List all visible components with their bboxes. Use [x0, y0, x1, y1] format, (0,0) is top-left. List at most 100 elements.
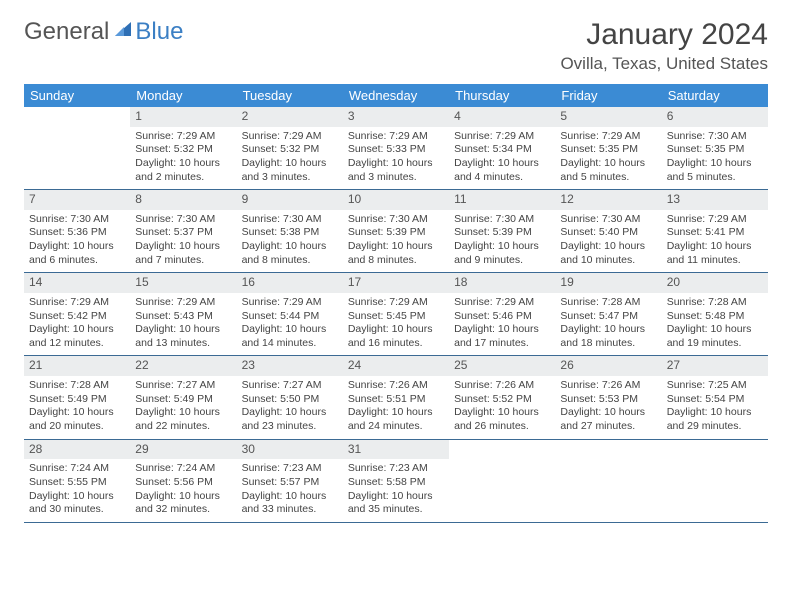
sunset-text: Sunset: 5:40 PM [560, 226, 656, 240]
sunset-text: Sunset: 5:49 PM [135, 393, 231, 407]
day-content: Sunrise: 7:24 AMSunset: 5:55 PMDaylight:… [24, 459, 130, 522]
daylight-text: Daylight: 10 hours and 23 minutes. [242, 406, 338, 433]
day-number: 19 [555, 273, 661, 293]
daylight-text: Daylight: 10 hours and 8 minutes. [242, 240, 338, 267]
day-cell [449, 440, 555, 522]
sunset-text: Sunset: 5:43 PM [135, 310, 231, 324]
day-cell: 13Sunrise: 7:29 AMSunset: 5:41 PMDayligh… [662, 190, 768, 272]
daylight-text: Daylight: 10 hours and 13 minutes. [135, 323, 231, 350]
logo-text-general: General [24, 18, 109, 46]
day-number: 26 [555, 356, 661, 376]
day-cell: 25Sunrise: 7:26 AMSunset: 5:52 PMDayligh… [449, 356, 555, 438]
day-cell: 21Sunrise: 7:28 AMSunset: 5:49 PMDayligh… [24, 356, 130, 438]
day-cell: 16Sunrise: 7:29 AMSunset: 5:44 PMDayligh… [237, 273, 343, 355]
daylight-text: Daylight: 10 hours and 9 minutes. [454, 240, 550, 267]
day-content: Sunrise: 7:28 AMSunset: 5:47 PMDaylight:… [555, 293, 661, 356]
daylight-text: Daylight: 10 hours and 19 minutes. [667, 323, 763, 350]
day-cell: 27Sunrise: 7:25 AMSunset: 5:54 PMDayligh… [662, 356, 768, 438]
day-cell: 14Sunrise: 7:29 AMSunset: 5:42 PMDayligh… [24, 273, 130, 355]
daylight-text: Daylight: 10 hours and 29 minutes. [667, 406, 763, 433]
day-cell: 23Sunrise: 7:27 AMSunset: 5:50 PMDayligh… [237, 356, 343, 438]
day-cell [24, 107, 130, 189]
daylight-text: Daylight: 10 hours and 12 minutes. [29, 323, 125, 350]
sunrise-text: Sunrise: 7:27 AM [242, 379, 338, 393]
sunset-text: Sunset: 5:34 PM [454, 143, 550, 157]
daylight-text: Daylight: 10 hours and 7 minutes. [135, 240, 231, 267]
day-content: Sunrise: 7:23 AMSunset: 5:57 PMDaylight:… [237, 459, 343, 522]
sunrise-text: Sunrise: 7:30 AM [135, 213, 231, 227]
header: General Blue January 2024 Ovilla, Texas,… [24, 18, 768, 74]
day-number: 25 [449, 356, 555, 376]
sunset-text: Sunset: 5:45 PM [348, 310, 444, 324]
sunrise-text: Sunrise: 7:24 AM [135, 462, 231, 476]
day-cell: 17Sunrise: 7:29 AMSunset: 5:45 PMDayligh… [343, 273, 449, 355]
daylight-text: Daylight: 10 hours and 3 minutes. [242, 157, 338, 184]
day-cell: 26Sunrise: 7:26 AMSunset: 5:53 PMDayligh… [555, 356, 661, 438]
sunrise-text: Sunrise: 7:29 AM [454, 130, 550, 144]
sunset-text: Sunset: 5:54 PM [667, 393, 763, 407]
day-content: Sunrise: 7:26 AMSunset: 5:51 PMDaylight:… [343, 376, 449, 439]
daylight-text: Daylight: 10 hours and 11 minutes. [667, 240, 763, 267]
logo: General Blue [24, 18, 183, 46]
sunrise-text: Sunrise: 7:29 AM [454, 296, 550, 310]
sunset-text: Sunset: 5:32 PM [135, 143, 231, 157]
day-number: 10 [343, 190, 449, 210]
day-cell: 24Sunrise: 7:26 AMSunset: 5:51 PMDayligh… [343, 356, 449, 438]
day-number: 14 [24, 273, 130, 293]
day-cell: 6Sunrise: 7:30 AMSunset: 5:35 PMDaylight… [662, 107, 768, 189]
sunset-text: Sunset: 5:46 PM [454, 310, 550, 324]
sunrise-text: Sunrise: 7:25 AM [667, 379, 763, 393]
day-header: Saturday [662, 84, 768, 107]
sunrise-text: Sunrise: 7:30 AM [348, 213, 444, 227]
sunrise-text: Sunrise: 7:30 AM [454, 213, 550, 227]
day-cell: 5Sunrise: 7:29 AMSunset: 5:35 PMDaylight… [555, 107, 661, 189]
day-cell: 29Sunrise: 7:24 AMSunset: 5:56 PMDayligh… [130, 440, 236, 522]
day-cell: 20Sunrise: 7:28 AMSunset: 5:48 PMDayligh… [662, 273, 768, 355]
sunrise-text: Sunrise: 7:29 AM [348, 130, 444, 144]
sunset-text: Sunset: 5:57 PM [242, 476, 338, 490]
week-row: 21Sunrise: 7:28 AMSunset: 5:49 PMDayligh… [24, 356, 768, 439]
sunrise-text: Sunrise: 7:28 AM [29, 379, 125, 393]
day-number: 8 [130, 190, 236, 210]
sunrise-text: Sunrise: 7:29 AM [242, 130, 338, 144]
day-header: Friday [555, 84, 661, 107]
sunset-text: Sunset: 5:33 PM [348, 143, 444, 157]
day-content: Sunrise: 7:30 AMSunset: 5:37 PMDaylight:… [130, 210, 236, 273]
sunset-text: Sunset: 5:35 PM [560, 143, 656, 157]
day-content: Sunrise: 7:30 AMSunset: 5:35 PMDaylight:… [662, 127, 768, 190]
sunrise-text: Sunrise: 7:30 AM [667, 130, 763, 144]
daylight-text: Daylight: 10 hours and 26 minutes. [454, 406, 550, 433]
daylight-text: Daylight: 10 hours and 5 minutes. [560, 157, 656, 184]
week-row: 1Sunrise: 7:29 AMSunset: 5:32 PMDaylight… [24, 107, 768, 190]
day-number: 24 [343, 356, 449, 376]
day-header: Wednesday [343, 84, 449, 107]
day-content: Sunrise: 7:30 AMSunset: 5:39 PMDaylight:… [343, 210, 449, 273]
day-number: 13 [662, 190, 768, 210]
daylight-text: Daylight: 10 hours and 2 minutes. [135, 157, 231, 184]
day-content: Sunrise: 7:26 AMSunset: 5:53 PMDaylight:… [555, 376, 661, 439]
day-content: Sunrise: 7:24 AMSunset: 5:56 PMDaylight:… [130, 459, 236, 522]
day-header: Thursday [449, 84, 555, 107]
day-number: 20 [662, 273, 768, 293]
sunrise-text: Sunrise: 7:28 AM [560, 296, 656, 310]
title-block: January 2024 Ovilla, Texas, United State… [560, 18, 768, 74]
sunset-text: Sunset: 5:32 PM [242, 143, 338, 157]
day-number: 30 [237, 440, 343, 460]
day-number: 1 [130, 107, 236, 127]
sunset-text: Sunset: 5:44 PM [242, 310, 338, 324]
day-number: 18 [449, 273, 555, 293]
day-content: Sunrise: 7:29 AMSunset: 5:32 PMDaylight:… [130, 127, 236, 190]
day-content: Sunrise: 7:30 AMSunset: 5:38 PMDaylight:… [237, 210, 343, 273]
day-content: Sunrise: 7:26 AMSunset: 5:52 PMDaylight:… [449, 376, 555, 439]
daylight-text: Daylight: 10 hours and 22 minutes. [135, 406, 231, 433]
sunset-text: Sunset: 5:58 PM [348, 476, 444, 490]
day-content: Sunrise: 7:29 AMSunset: 5:46 PMDaylight:… [449, 293, 555, 356]
day-header-row: SundayMondayTuesdayWednesdayThursdayFrid… [24, 84, 768, 107]
day-cell [555, 440, 661, 522]
sunrise-text: Sunrise: 7:26 AM [560, 379, 656, 393]
sunset-text: Sunset: 5:48 PM [667, 310, 763, 324]
day-number: 6 [662, 107, 768, 127]
day-number: 4 [449, 107, 555, 127]
day-cell: 11Sunrise: 7:30 AMSunset: 5:39 PMDayligh… [449, 190, 555, 272]
day-number: 17 [343, 273, 449, 293]
